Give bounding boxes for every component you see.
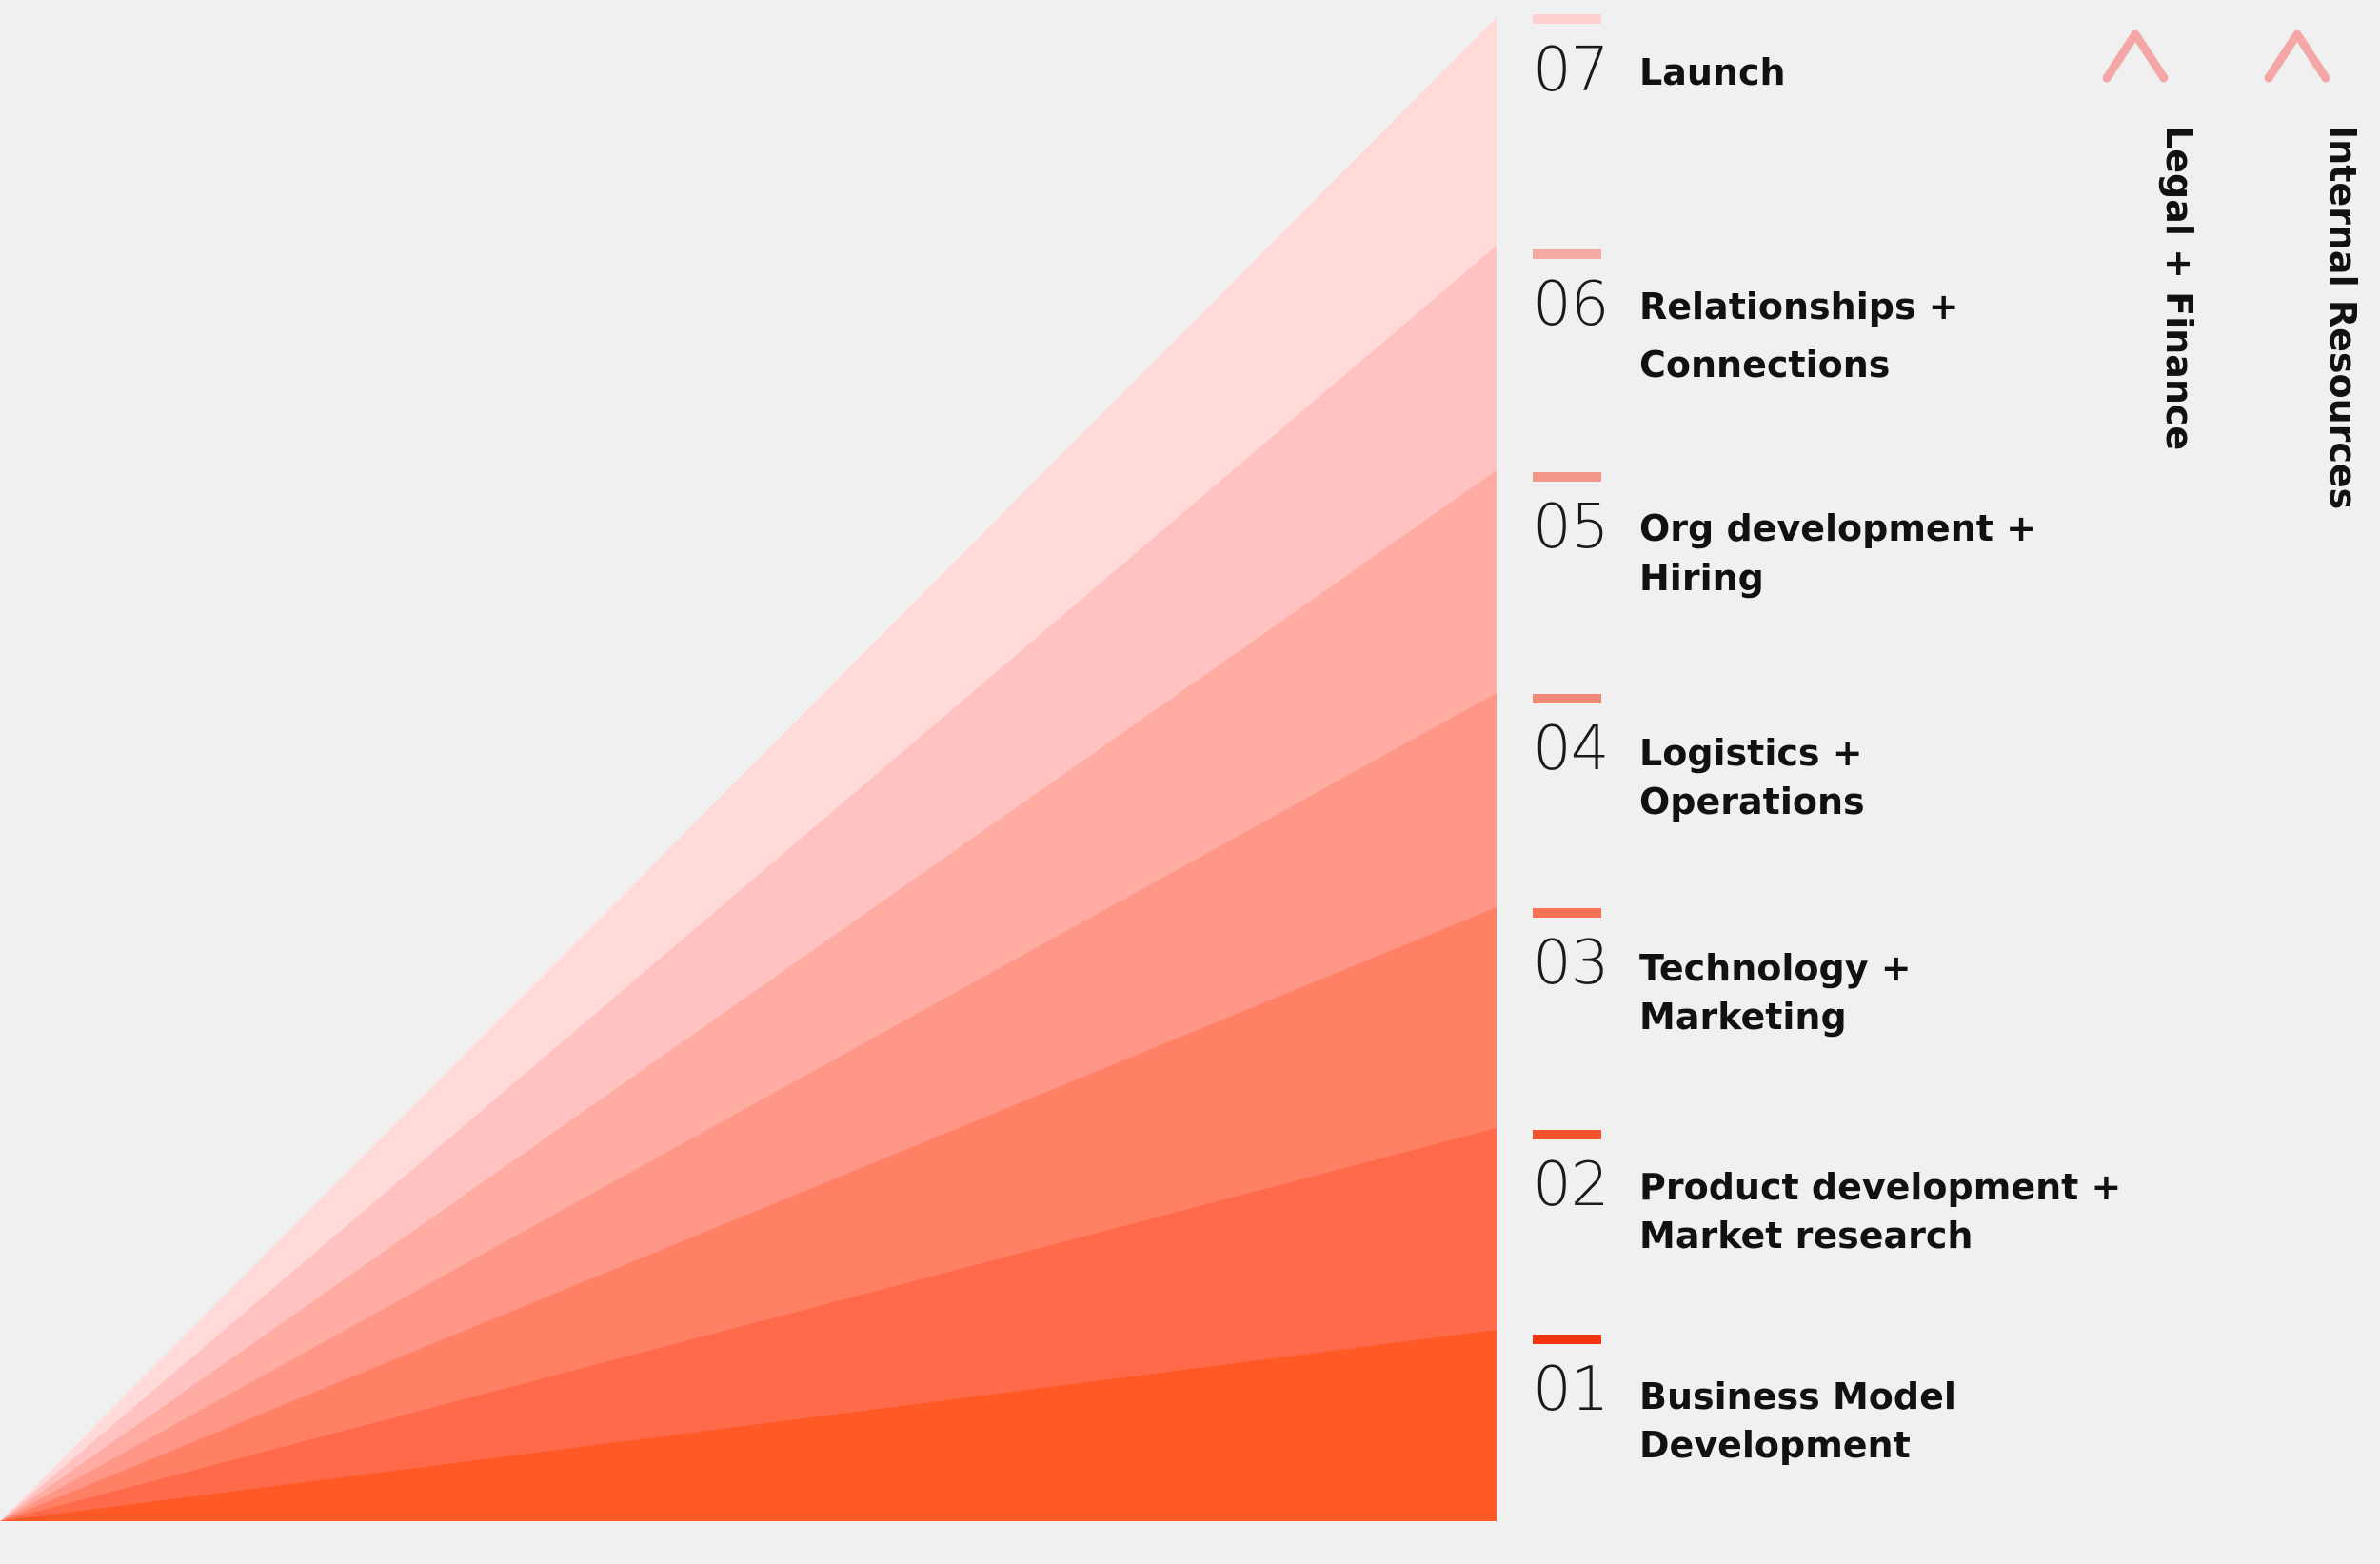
step-label-05-line-2: Hiring [1639, 557, 1764, 599]
step-marker-01 [1533, 1335, 1601, 1344]
step-01: 01 Business Model Development [1533, 1335, 1956, 1466]
step-marker-07 [1533, 14, 1601, 24]
step-marker-03 [1533, 908, 1601, 918]
step-number-03: 03 [1533, 928, 1608, 999]
band-01 [0, 1330, 1497, 1521]
step-label-02-line-2: Market research [1639, 1215, 1973, 1257]
step-label-04-line-2: Operations [1639, 781, 1865, 822]
step-marker-02 [1533, 1130, 1601, 1139]
step-marker-06 [1533, 249, 1601, 259]
step-number-06: 06 [1533, 269, 1608, 340]
arrow-up-icon [2102, 30, 2169, 83]
step-02: 02 Product development + Market research [1533, 1130, 2121, 1257]
step-number-05: 05 [1533, 492, 1608, 563]
step-number-04: 04 [1533, 714, 1608, 784]
step-label-01-line-1: Business Model [1639, 1376, 1956, 1417]
step-label-04-line-1: Logistics + [1639, 732, 1863, 774]
step-04: 04 Logistics + Operations [1533, 694, 1865, 822]
step-marker-05 [1533, 472, 1601, 482]
step-label-05-line-1: Org development + [1639, 507, 2036, 549]
step-label-01-line-2: Development [1639, 1424, 1911, 1466]
step-label-02-line-1: Product development + [1639, 1166, 2121, 1208]
step-03: 03 Technology + Marketing [1533, 908, 1912, 1038]
step-label-06-line-1: Relationships + [1639, 286, 1959, 327]
steps-list: 07 Launch 06 Relationships + Connections… [1533, 14, 2121, 1466]
triangle-bands [0, 17, 1497, 1521]
step-label-03-line-1: Technology + [1639, 947, 1912, 989]
internal-resources-label: Internal Resources [2322, 126, 2364, 509]
step-05: 05 Org development + Hiring [1533, 472, 2036, 599]
legal-finance-label: Legal + Finance [2158, 126, 2200, 450]
step-label-06-line-2: Connections [1639, 344, 1890, 386]
arrow-up-icon [2264, 30, 2330, 83]
step-06: 06 Relationships + Connections [1533, 249, 1959, 386]
step-label-03-line-2: Marketing [1639, 996, 1847, 1038]
step-label-07-line-1: Launch [1639, 51, 1786, 93]
step-marker-04 [1533, 694, 1601, 703]
side-arrows: Legal + Finance Internal Resources [2102, 30, 2364, 1507]
step-07: 07 Launch [1533, 14, 1786, 106]
internal-resources-arrow: Internal Resources [2264, 30, 2364, 1507]
step-number-07: 07 [1533, 35, 1608, 106]
legal-finance-arrow: Legal + Finance [2102, 30, 2200, 1507]
step-number-02: 02 [1533, 1150, 1608, 1220]
step-number-01: 01 [1533, 1355, 1608, 1425]
